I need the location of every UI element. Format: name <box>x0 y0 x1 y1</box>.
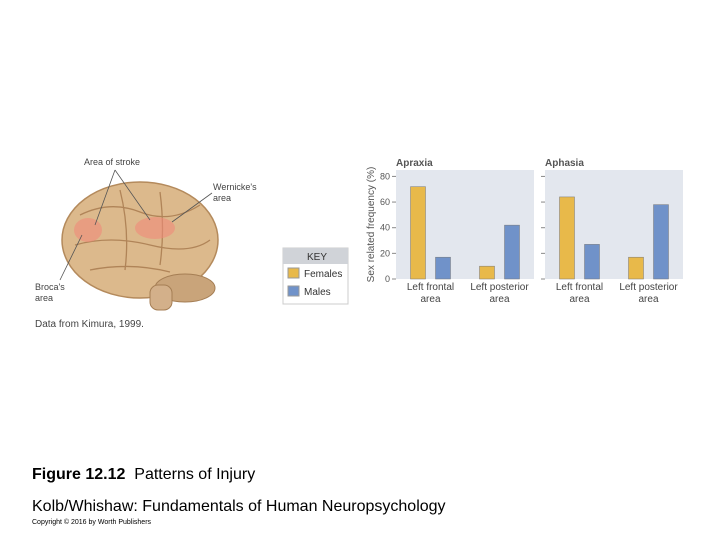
subtitle: Kolb/Whishaw: Fundamentals of Human Neur… <box>32 498 446 515</box>
figure-number: Figure 12.12 <box>32 466 126 483</box>
bar <box>584 244 600 280</box>
y-tick-label: 0 <box>385 274 390 284</box>
bar <box>479 265 495 280</box>
bar <box>410 186 426 280</box>
bar <box>559 196 575 280</box>
y-tick-label: 20 <box>380 248 390 258</box>
x-tick-label: Left frontal area <box>555 282 604 305</box>
bar <box>653 204 669 280</box>
chart-title: Aphasia <box>545 158 584 169</box>
x-tick-label: Left frontal area <box>406 282 455 305</box>
legend-label: Males <box>304 287 331 298</box>
chart-title: Apraxia <box>396 158 433 169</box>
legend-label: Females <box>304 269 342 280</box>
bar <box>628 256 644 280</box>
caption: Figure 12.12 Patterns of Injury <box>32 466 255 484</box>
bar <box>435 256 451 280</box>
brain-illustration <box>59 169 219 311</box>
copyright: Copyright © 2016 by Worth Publishers <box>32 519 152 526</box>
y-tick-label: 60 <box>380 197 390 207</box>
figure-title: Patterns of Injury <box>134 466 256 483</box>
callout-label: Wernicke's area <box>213 182 257 203</box>
x-tick-label: Left posterior area <box>470 282 529 305</box>
x-tick-label: Left posterior area <box>619 282 678 305</box>
y-tick-label: 40 <box>380 223 390 233</box>
key-title: KEY <box>307 252 327 263</box>
source-note: Data from Kimura, 1999. <box>35 319 144 330</box>
callout-label: Area of stroke <box>84 157 141 167</box>
legend-swatch <box>287 285 300 297</box>
bar <box>504 224 520 280</box>
callout-label: Broca's area <box>35 282 65 303</box>
legend-swatch <box>287 267 300 279</box>
y-tick-label: 80 <box>380 171 390 181</box>
y-axis-label: Sex related frequency (%) <box>366 167 377 283</box>
